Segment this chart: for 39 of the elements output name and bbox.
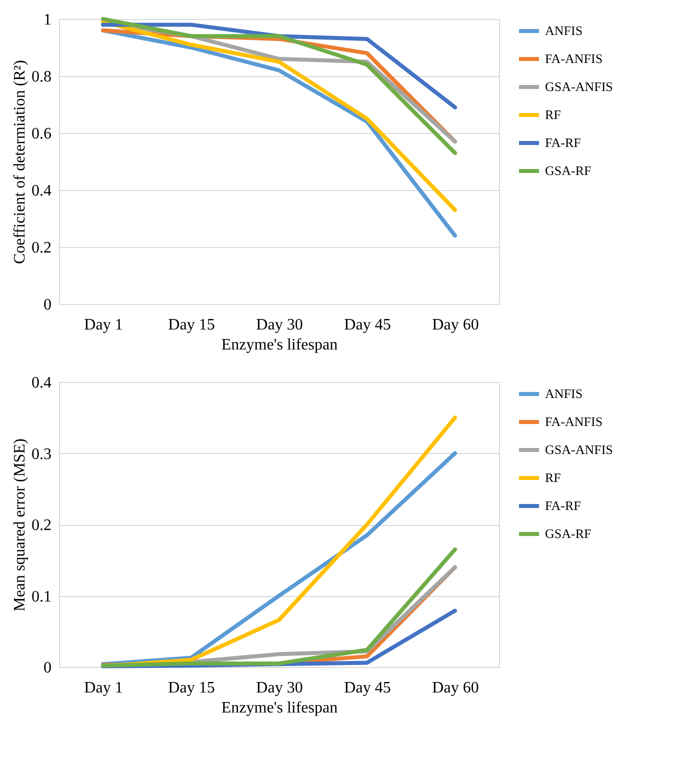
y-tick-label: 0.4	[32, 374, 52, 392]
legend-label: GSA-ANFIS	[545, 442, 613, 457]
legend-label: GSA-RF	[545, 526, 592, 541]
legend-label: GSA-ANFIS	[545, 79, 613, 94]
x-axis-title: Enzyme's lifespan	[221, 336, 338, 354]
y-tick-label: 0	[44, 296, 52, 314]
y-tick-label: 1	[44, 12, 52, 28]
y-tick-label: 0.4	[32, 182, 52, 200]
x-tick-label: Day 1	[84, 316, 123, 334]
x-tick-label: Day 45	[344, 680, 391, 696]
legend-label: ANFIS	[545, 23, 583, 38]
legend-label: ANFIS	[545, 386, 583, 401]
y-tick-label: 0.1	[32, 588, 52, 606]
legend-label: RF	[545, 107, 561, 122]
x-tick-label: Day 1	[84, 680, 123, 696]
legend-label: RF	[545, 470, 561, 485]
legend-label: FA-RF	[545, 135, 581, 150]
legend-label: GSA-RF	[545, 163, 592, 178]
legend-label: FA-ANFIS	[545, 51, 603, 66]
y-tick-label: 0.8	[32, 68, 52, 86]
x-tick-label: Day 60	[432, 680, 479, 696]
x-axis-title: Enzyme's lifespan	[221, 700, 338, 716]
x-tick-label: Day 15	[168, 680, 215, 696]
legend-label: FA-ANFIS	[545, 414, 603, 429]
line-series	[101, 547, 457, 668]
y-tick-label: 0	[44, 660, 52, 676]
x-tick-label: Day 30	[256, 316, 303, 334]
y-axis-title: Coefficient of determiation (R²)	[12, 60, 28, 264]
x-tick-label: Day 60	[432, 316, 479, 334]
line-series	[101, 20, 457, 212]
x-tick-label: Day 30	[256, 680, 303, 696]
y-tick-label: 0.6	[32, 126, 52, 142]
legend-label: FA-RF	[545, 498, 581, 513]
y-tick-label: 0.3	[32, 446, 52, 463]
y-tick-label: 0.2	[32, 517, 52, 534]
y-tick-label: 0.2	[32, 240, 52, 256]
y-axis-title: Mean squared error (MSE)	[12, 438, 28, 612]
x-tick-label: Day 15	[168, 316, 215, 334]
x-tick-label: Day 45	[344, 316, 391, 334]
